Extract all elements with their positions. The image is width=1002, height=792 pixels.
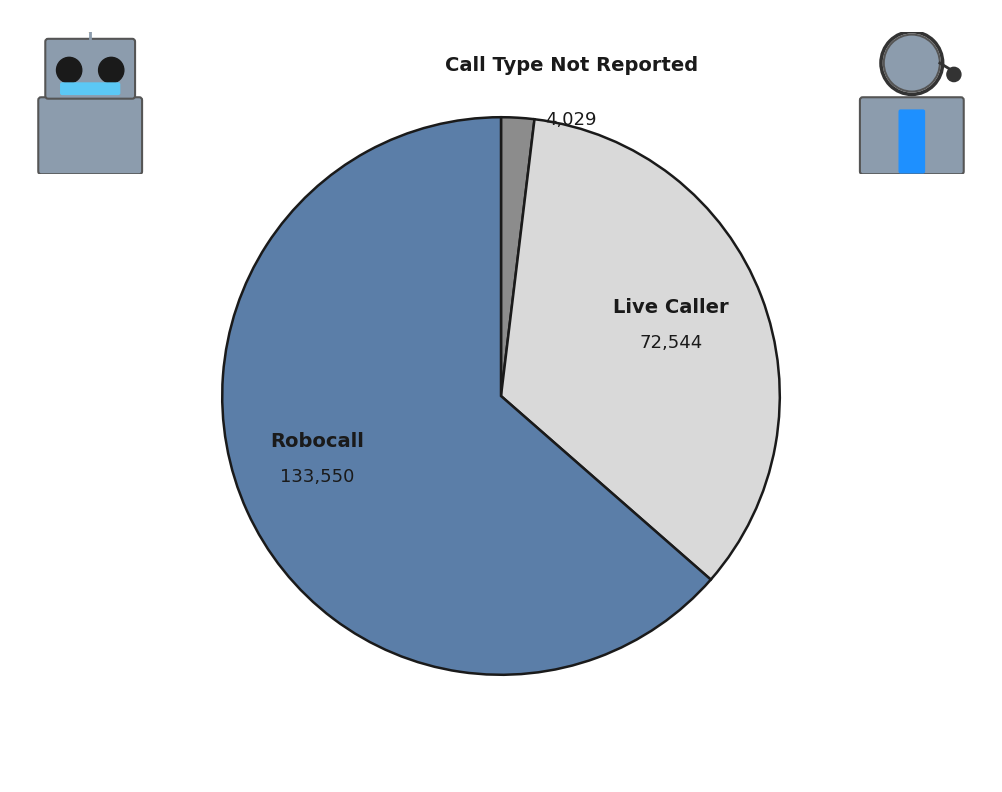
FancyBboxPatch shape: [860, 97, 964, 174]
Text: Live Caller: Live Caller: [613, 298, 729, 317]
Wedge shape: [222, 117, 710, 675]
Wedge shape: [501, 120, 780, 580]
FancyBboxPatch shape: [61, 83, 119, 94]
Text: 4,029: 4,029: [545, 111, 597, 129]
Wedge shape: [501, 117, 534, 396]
Circle shape: [56, 57, 82, 83]
Circle shape: [98, 57, 124, 83]
FancyBboxPatch shape: [38, 97, 142, 174]
Circle shape: [84, 21, 96, 32]
Text: 72,544: 72,544: [639, 334, 703, 352]
FancyBboxPatch shape: [899, 110, 925, 173]
Text: 133,550: 133,550: [281, 468, 355, 486]
FancyBboxPatch shape: [45, 39, 135, 99]
Circle shape: [884, 35, 940, 92]
Text: Call Type Not Reported: Call Type Not Reported: [445, 56, 697, 75]
Text: Robocall: Robocall: [271, 432, 365, 451]
Circle shape: [947, 67, 961, 82]
